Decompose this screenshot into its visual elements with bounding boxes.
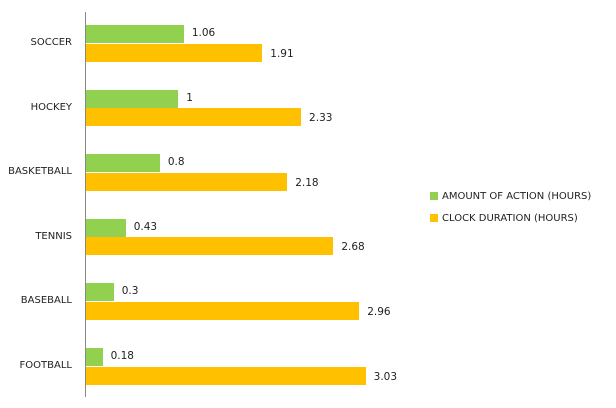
bar-action [86,154,160,173]
bar-clock [86,301,360,320]
bar-clock [86,366,366,385]
data-label: 3.03 [373,370,398,383]
legend: AMOUNT OF ACTION (HOURS) CLOCK DURATION … [430,185,591,229]
data-label: 2.68 [341,241,365,254]
y-axis-line [85,12,86,397]
bar-clock [86,43,263,62]
bar-clock [86,237,334,256]
bar-action [86,89,179,108]
legend-swatch-yellow [430,214,438,222]
bar-clock [86,172,288,191]
data-label: 2.96 [367,305,391,318]
data-label: 1.91 [270,47,294,60]
legend-item-action: AMOUNT OF ACTION (HOURS) [430,185,591,207]
data-label: 0.18 [110,350,134,362]
bar-action [86,218,126,237]
data-label: 0.8 [167,156,185,169]
data-label: 2.33 [309,112,333,125]
category-label: TENNIS [35,230,72,242]
category-label: BASKETBALL [8,166,72,178]
bar-action [86,348,103,366]
data-label: 1.06 [191,27,216,39]
bar-clock [86,108,302,127]
bar-action [86,25,184,43]
category-label: SOCCER [30,37,72,48]
category-label: HOCKEY [30,101,72,113]
category-label: BASEBALL [20,295,72,307]
data-label: 0.43 [133,220,158,233]
legend-item-clock: CLOCK DURATION (HOURS) [430,207,591,229]
bar-action [86,283,114,302]
legend-swatch-green [430,192,438,200]
category-label: FOOTBALL [19,360,72,371]
legend-label: CLOCK DURATION (HOURS) [442,212,578,224]
data-label: 0.3 [121,285,139,298]
data-label: 2.18 [295,176,319,189]
legend-label: AMOUNT OF ACTION (HOURS) [442,190,592,202]
data-label: 1 [186,91,193,104]
